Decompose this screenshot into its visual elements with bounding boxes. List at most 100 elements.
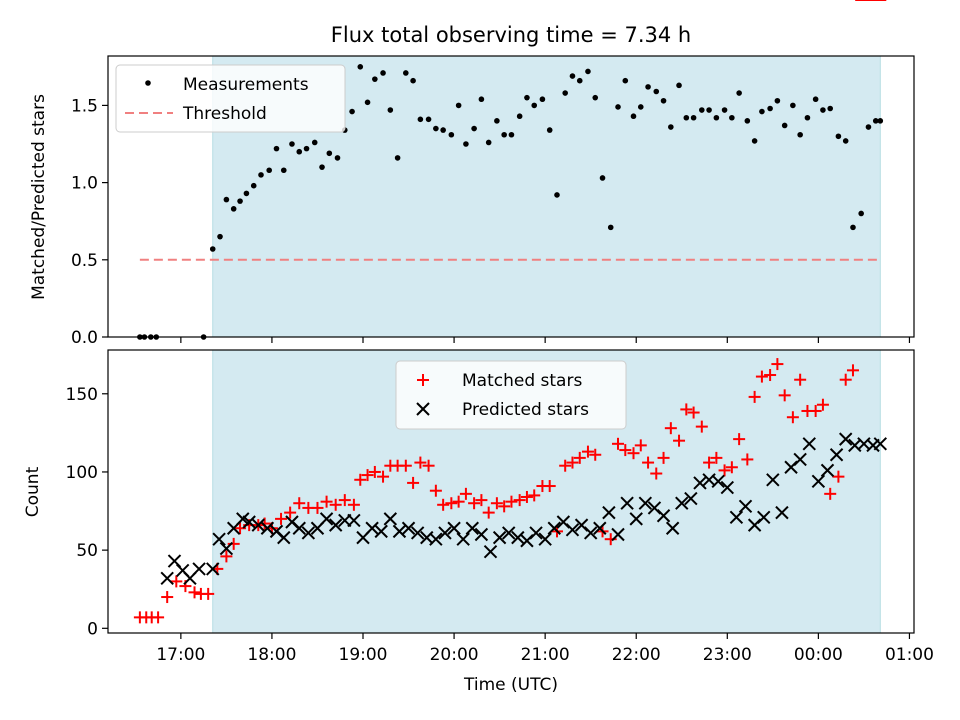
predicted-star-point <box>392 524 407 539</box>
predicted-star-point <box>242 515 256 529</box>
predicted-star-point <box>260 521 275 535</box>
matched-star-point <box>414 456 427 469</box>
matched-star-point <box>188 586 201 599</box>
measurement-point <box>296 148 303 155</box>
measurement-point <box>319 164 325 170</box>
matched-star-point <box>786 411 799 424</box>
predicted-star-point <box>192 562 206 576</box>
bottom-xtick-label: 18:00 <box>247 645 296 665</box>
measurement-point <box>311 139 318 146</box>
measurement-point <box>683 114 690 121</box>
measurement-point <box>774 97 781 104</box>
measurement-point <box>653 88 660 95</box>
top-ytick-label: 1.0 <box>71 174 98 194</box>
bottom-x-ticks: 17:00 18:00 19:00 20:00 21:00 22:00 23:00 00:00… <box>156 633 934 665</box>
measurement-point <box>721 107 728 113</box>
predicted-star-point <box>410 526 425 540</box>
predicted-star-point <box>502 526 516 540</box>
measurement-point <box>258 172 264 178</box>
predicted-star-point <box>206 562 220 576</box>
measurement-point <box>494 118 500 124</box>
measurement-point <box>463 141 469 147</box>
top-ytick-label: 0.5 <box>71 251 98 271</box>
measurement-point <box>455 102 462 109</box>
measurement-point <box>690 114 697 121</box>
measurement-point <box>877 118 884 124</box>
predicted-star-point <box>292 521 306 535</box>
measurement-point <box>273 145 280 152</box>
matched-star-point <box>399 459 412 472</box>
measurement-point <box>592 94 599 101</box>
predicted-star-point <box>251 518 265 532</box>
matched-star-point <box>657 451 670 464</box>
measurement-point <box>448 131 455 138</box>
predicted-star-point <box>529 526 543 540</box>
top-x-ticks <box>180 337 911 343</box>
legend-predicted-marker <box>416 402 430 416</box>
matched-star-point <box>347 498 360 511</box>
predicted-star-point <box>456 532 470 546</box>
matched-star-point <box>429 484 442 497</box>
measurement-point <box>736 90 742 96</box>
predicted-star-point <box>738 499 753 514</box>
measurement-point <box>531 102 538 109</box>
matched-star-point <box>482 506 495 519</box>
measurement-point <box>668 124 674 130</box>
predicted-star-point <box>365 521 379 535</box>
matched-star-point <box>422 459 435 472</box>
count-points <box>133 0 888 624</box>
measurement-point <box>850 224 856 231</box>
x-axis-label: Time (UTC) <box>463 675 558 695</box>
predicted-star-point <box>383 512 398 526</box>
matched-star-point <box>695 420 708 433</box>
bottom-xtick-label: 20:00 <box>430 645 479 665</box>
measurement-point <box>217 233 223 240</box>
measurement-point <box>266 167 273 174</box>
predicted-star-point <box>492 530 507 545</box>
predicted-star-point <box>602 505 616 520</box>
predicted-star-point <box>720 480 735 495</box>
predicted-star-point <box>474 527 489 542</box>
measurement-point <box>767 105 773 112</box>
matched-star-point <box>338 494 351 507</box>
measurement-point <box>576 77 583 84</box>
measurement-point <box>607 224 614 231</box>
matched-star-point <box>559 459 572 472</box>
legend-threshold-label: Threshold <box>182 104 267 124</box>
predicted-star-point <box>160 571 174 585</box>
bottom-ytick-label: 0 <box>87 619 98 639</box>
matched-star-point <box>710 451 723 464</box>
matched-star-point <box>329 498 342 511</box>
matched-star-point <box>627 447 640 460</box>
bottom-ytick-label: 100 <box>66 463 98 483</box>
measurement-point <box>485 139 492 146</box>
matched-star-point <box>612 437 625 450</box>
matched-star-point <box>771 358 784 371</box>
measurement-point <box>751 138 758 144</box>
predicted-star-point <box>829 448 844 462</box>
predicted-star-point <box>212 532 226 546</box>
bottom-xtick-label: 21:00 <box>521 645 570 665</box>
predicted-star-point <box>547 521 561 535</box>
predicted-star-point <box>675 496 689 510</box>
predicted-star-point <box>301 526 316 540</box>
measurement-point <box>501 131 507 138</box>
matched-star-point <box>664 422 677 435</box>
measurement-point <box>403 70 409 76</box>
matched-star-point <box>741 453 754 466</box>
predicted-star-point <box>793 452 807 467</box>
matched-star-point <box>824 487 837 500</box>
matched-star-point <box>505 495 518 508</box>
measurement-point <box>417 116 424 123</box>
matched-star-point <box>566 456 579 469</box>
ratio-panel: 0.0 0.5 1.0 1.5 Matched/Predicted stars Mea… <box>29 55 915 348</box>
measurement-point <box>471 125 477 132</box>
top-legend: Measurements Threshold <box>115 64 346 133</box>
measurement-point <box>433 125 439 132</box>
bottom-xtick-label: 17:00 <box>156 645 205 665</box>
measurement-point <box>372 76 378 82</box>
measurement-point <box>790 102 796 109</box>
predicted-star-point <box>483 544 498 559</box>
measurement-point <box>440 127 446 133</box>
predicted-star-point <box>583 526 598 540</box>
